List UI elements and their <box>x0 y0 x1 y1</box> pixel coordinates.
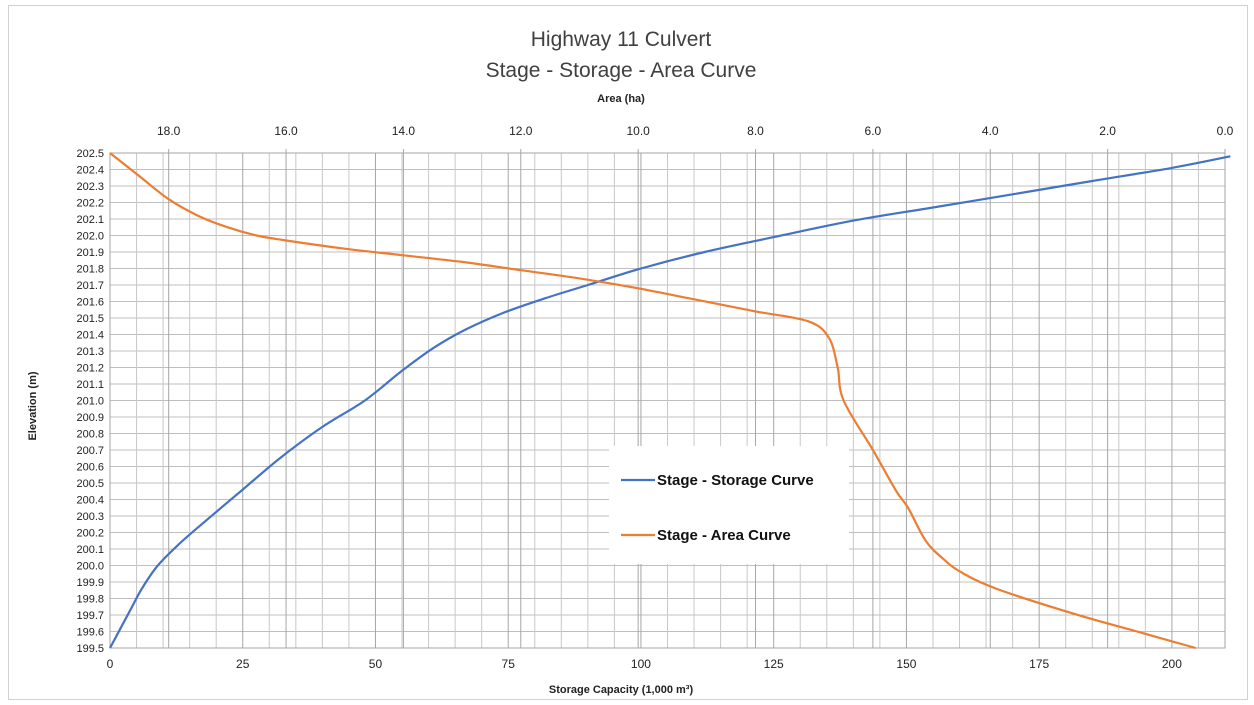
y-tick-label: 202.0 <box>76 231 104 243</box>
legend: Stage - Storage Curve Stage - Area Curve <box>609 446 849 564</box>
y-tick-label: 202.2 <box>76 198 104 210</box>
x2-axis-title: Area (ha) <box>597 93 645 105</box>
x2-tick-label: 12.0 <box>509 124 533 138</box>
chart-subtitle: Stage - Storage - Area Curve <box>486 59 757 82</box>
y-tick-label: 201.5 <box>76 313 104 325</box>
x2-tick-label: 16.0 <box>274 124 298 138</box>
stage-area-curve <box>109 152 1196 650</box>
x-tick-label: 25 <box>236 657 250 671</box>
x-tick-label: 150 <box>896 657 916 671</box>
grid-layer <box>109 149 1226 649</box>
chart-frame: Highway 11 Culvert Stage - Storage - Are… <box>8 5 1248 700</box>
y-axis-title: Elevation (m) <box>27 371 39 440</box>
series-layer <box>109 152 1231 650</box>
x-tick-label: 0 <box>107 657 114 671</box>
y-tick-label: 200.8 <box>76 429 104 441</box>
y-tick-label: 201.9 <box>76 247 104 259</box>
y-tick-label: 201.8 <box>76 264 104 276</box>
x-tick-label: 125 <box>764 657 784 671</box>
y-tick-label: 201.2 <box>76 363 104 375</box>
x-tick-label: 75 <box>502 657 516 671</box>
tick-layer: 199.5 199.6 199.7 199.8 199.9 200.0 200.1 200.2… <box>76 124 1233 671</box>
y-tick-label: 201.4 <box>76 330 104 342</box>
y-tick-label: 202.5 <box>76 148 104 160</box>
y-tick-label: 202.3 <box>76 181 104 193</box>
y-tick-label: 200.7 <box>76 445 104 457</box>
y-tick-label: 201.7 <box>76 280 104 292</box>
legend-label-storage: Stage - Storage Curve <box>657 472 814 489</box>
x2-tick-label: 14.0 <box>392 124 416 138</box>
y-tick-label: 200.6 <box>76 462 104 474</box>
x2-tick-label: 18.0 <box>157 124 181 138</box>
y-tick-label: 200.9 <box>76 412 104 424</box>
legend-label-area: Stage - Area Curve <box>657 527 791 544</box>
y-tick-label: 200.3 <box>76 511 104 523</box>
y-tick-label: 200.2 <box>76 528 104 540</box>
plot-area-border <box>109 152 1226 649</box>
x2-tick-label: 0.0 <box>1217 124 1234 138</box>
x-tick-label: 50 <box>369 657 383 671</box>
chart-title: Highway 11 Culvert <box>531 28 712 51</box>
x2-tick-label: 4.0 <box>982 124 999 138</box>
stage-storage-curve <box>109 155 1231 649</box>
x-tick-label: 175 <box>1029 657 1049 671</box>
y-tick-label: 199.7 <box>76 610 104 622</box>
y-tick-label: 202.4 <box>76 165 104 177</box>
x-tick-label: 200 <box>1162 657 1182 671</box>
x-tick-label: 100 <box>631 657 651 671</box>
x-axis-title: Storage Capacity (1,000 m³) <box>549 684 694 696</box>
y-tick-label: 199.8 <box>76 594 104 606</box>
legend-box <box>609 446 849 564</box>
y-tick-label: 202.1 <box>76 214 104 226</box>
x2-tick-label: 6.0 <box>865 124 882 138</box>
y-tick-label: 200.4 <box>76 495 104 507</box>
x2-tick-label: 8.0 <box>747 124 764 138</box>
y-tick-label: 201.0 <box>76 396 104 408</box>
y-tick-label: 200.1 <box>76 544 104 556</box>
y-tick-label: 200.0 <box>76 561 104 573</box>
chart-svg: Highway 11 Culvert Stage - Storage - Are… <box>27 28 1234 696</box>
y-tick-label: 199.9 <box>76 577 104 589</box>
y-tick-label: 199.6 <box>76 627 104 639</box>
y-tick-label: 199.5 <box>76 643 104 655</box>
y-tick-label: 201.6 <box>76 297 104 309</box>
y-tick-label: 201.3 <box>76 346 104 358</box>
y-tick-label: 200.5 <box>76 478 104 490</box>
y-tick-label: 201.1 <box>76 379 104 391</box>
x2-tick-label: 10.0 <box>626 124 650 138</box>
x2-tick-label: 2.0 <box>1099 124 1116 138</box>
